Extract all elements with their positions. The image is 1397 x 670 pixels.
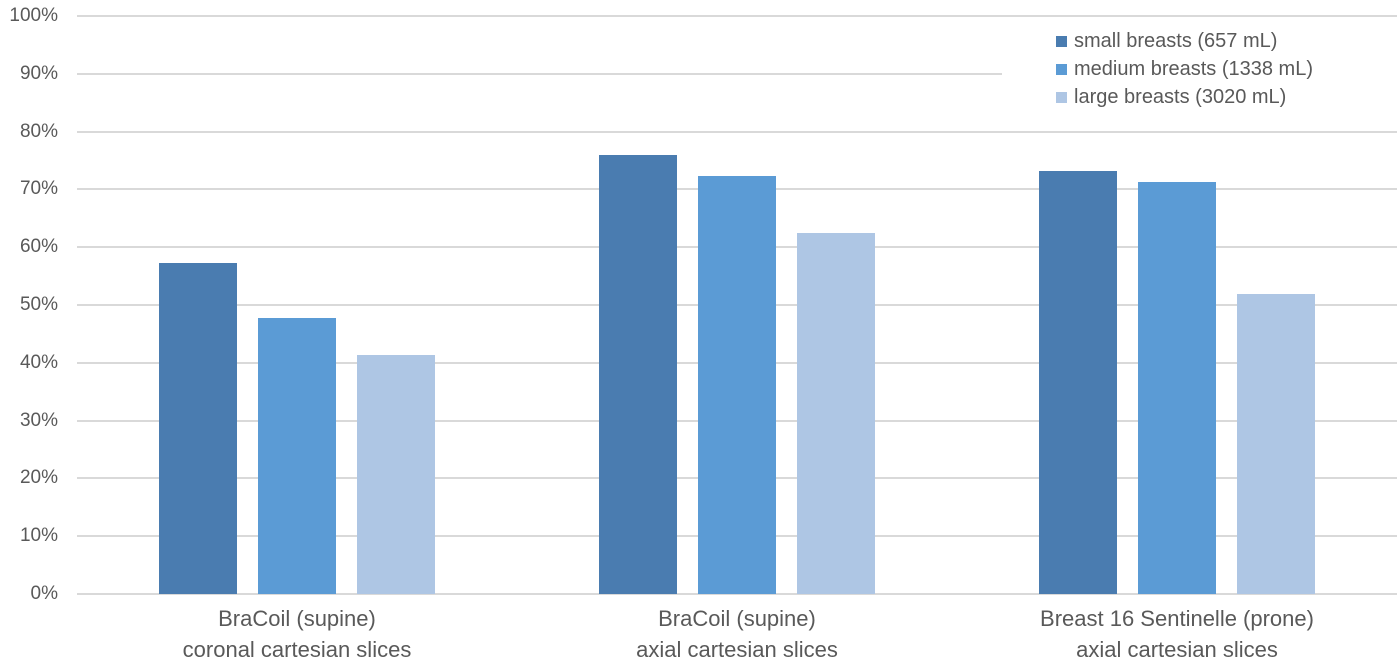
category-label-line: axial cartesian slices	[1076, 637, 1278, 662]
y-axis-tick-label: 0%	[30, 583, 58, 604]
y-axis-tick-label: 80%	[19, 120, 58, 142]
y-axis-tick-label: 20%	[19, 467, 58, 489]
gridline	[77, 15, 1397, 17]
legend: small breasts (657 mL) medium breasts (13…	[1002, 18, 1397, 112]
category-label-line: BraCoil (supine)	[218, 606, 376, 631]
y-axis-tick-label: 60%	[19, 236, 58, 258]
legend-label: medium breasts (1338 mL)	[1074, 57, 1313, 80]
bar-medium-breasts-group-1	[258, 318, 336, 594]
gridline	[77, 130, 1397, 133]
y-axis-tick-label: 90%	[19, 62, 58, 84]
legend-item-small-breasts: small breasts (657 mL)	[1002, 27, 1397, 55]
category-label: BraCoil (supine) axial cartesian slices	[507, 603, 967, 665]
gridline	[77, 593, 1397, 595]
category-label-line: BraCoil (supine)	[658, 606, 816, 631]
legend-item-large-breasts: large breasts (3020 mL)	[1002, 83, 1397, 111]
legend-swatch	[1056, 91, 1067, 103]
bar-large-breasts-group-3	[1237, 294, 1315, 594]
y-axis-tick-label: 10%	[19, 525, 58, 547]
y-axis-tick-label: 100%	[9, 5, 58, 26]
legend-label: small breasts (657 mL)	[1074, 29, 1278, 52]
y-axis-tick-label: 30%	[19, 409, 58, 431]
bar-medium-breasts-group-3	[1138, 182, 1216, 594]
bar-large-breasts-group-1	[357, 354, 435, 594]
gridline	[77, 72, 1397, 75]
legend-swatch	[1056, 35, 1067, 47]
y-axis-tick-label: 40%	[19, 351, 58, 373]
bar-large-breasts-group-2	[797, 232, 875, 594]
bar-small-breasts-group-3	[1039, 171, 1117, 594]
category-label: BraCoil (supine) coronal cartesian slices	[67, 603, 527, 665]
bar-small-breasts-group-2	[599, 155, 677, 594]
bar-small-breasts-group-1	[159, 263, 237, 594]
legend-swatch	[1056, 63, 1067, 75]
y-axis-tick-label: 50%	[19, 294, 58, 315]
legend-item-medium-breasts: medium breasts (1338 mL)	[1002, 55, 1397, 83]
category-label: Breast 16 Sentinelle (prone) axial cartes…	[947, 603, 1397, 665]
legend-label: large breasts (3020 mL)	[1074, 85, 1287, 108]
bar-medium-breasts-group-2	[698, 175, 776, 594]
category-label-line: axial cartesian slices	[636, 637, 838, 662]
y-axis-tick-label: 70%	[19, 178, 58, 200]
category-label-line: Breast 16 Sentinelle (prone)	[1040, 606, 1314, 631]
category-label-line: coronal cartesian slices	[182, 637, 412, 662]
